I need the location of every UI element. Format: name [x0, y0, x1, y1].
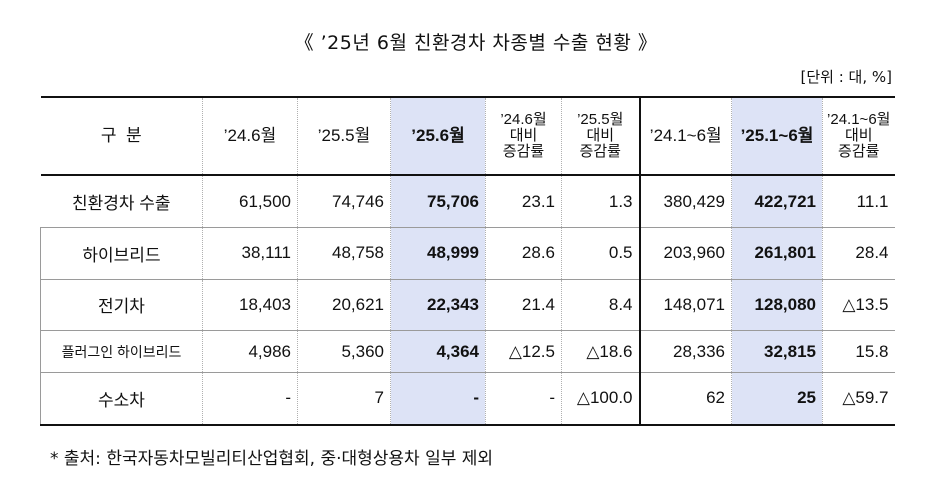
cell-value: 28.4	[822, 227, 895, 280]
cell-value: 32,815	[731, 330, 823, 373]
cell-value: 15.8	[822, 330, 895, 373]
cell-value: 1.3	[561, 174, 640, 229]
cell-value: 22,343	[390, 278, 486, 332]
cell-value: 11.1	[822, 174, 895, 229]
cell-value: 4,364	[390, 330, 486, 373]
table-row: 하이브리드 38,111 48,758 48,999 28.6 0.5 203,…	[40, 227, 895, 280]
cell-value: 21.4	[485, 278, 562, 332]
header-h1-2024: ’24.1~6월	[638, 96, 732, 176]
table-row: 플러그인 하이브리드 4,986 5,360 4,364 △12.5 △18.6…	[40, 330, 895, 373]
header-mom-change: ’25.5월 대비 증감률	[561, 96, 640, 176]
export-table: 구 분 ’24.6월 ’25.5월 ’25.6월 ’24.6월 대비 증감률 ’…	[40, 96, 895, 426]
cell-value: △59.7	[822, 371, 895, 426]
cell-value: 261,801	[731, 227, 823, 280]
cell-value: 380,429	[638, 174, 732, 229]
cell-value: △100.0	[561, 371, 640, 426]
cell-value: 75,706	[390, 174, 486, 229]
cell-value: 4,986	[202, 330, 298, 373]
header-h1-2025: ’25.1~6월	[731, 96, 823, 176]
cell-value: 28,336	[638, 330, 732, 373]
cell-value: -	[485, 371, 562, 426]
cell-value: △13.5	[822, 278, 895, 332]
row-label: 수소차	[40, 371, 203, 426]
header-jun-2024: ’24.6월	[202, 96, 298, 176]
unit-note: [단위 : 대, %]	[800, 68, 892, 86]
table-header-row: 구 분 ’24.6월 ’25.5월 ’25.6월 ’24.6월 대비 증감률 ’…	[40, 96, 895, 176]
cell-value: 0.5	[561, 227, 640, 280]
row-label: 전기차	[40, 278, 203, 332]
cell-value: △18.6	[561, 330, 640, 373]
row-label: 플러그인 하이브리드	[40, 330, 203, 373]
table-row: 전기차 18,403 20,621 22,343 21.4 8.4 148,07…	[40, 278, 895, 332]
table-row: 친환경차 수출 61,500 74,746 75,706 23.1 1.3 38…	[40, 174, 895, 229]
cell-value: 128,080	[731, 278, 823, 332]
cell-value: 61,500	[202, 174, 298, 229]
cell-value: △12.5	[485, 330, 562, 373]
cell-value: 25	[731, 371, 823, 426]
row-label: 하이브리드	[40, 227, 203, 280]
cell-value: 48,758	[297, 227, 391, 280]
cell-value: 422,721	[731, 174, 823, 229]
cell-value: 148,071	[638, 278, 732, 332]
cell-value: 28.6	[485, 227, 562, 280]
cell-value: 20,621	[297, 278, 391, 332]
cell-value: 18,403	[202, 278, 298, 332]
cell-value: 74,746	[297, 174, 391, 229]
header-yoy-change: ’24.6월 대비 증감률	[485, 96, 562, 176]
cell-value: -	[390, 371, 486, 426]
header-jun-2025: ’25.6월	[390, 96, 486, 176]
header-h1-change: ’24.1~6월 대비 증감률	[822, 96, 895, 176]
cell-value: 203,960	[638, 227, 732, 280]
cell-value: 62	[638, 371, 732, 426]
cell-value: 7	[297, 371, 391, 426]
cell-value: 5,360	[297, 330, 391, 373]
cell-value: 38,111	[202, 227, 298, 280]
header-category: 구 분	[40, 96, 203, 176]
header-may-2025: ’25.5월	[297, 96, 391, 176]
row-label: 친환경차 수출	[40, 174, 203, 229]
cell-value: 48,999	[390, 227, 486, 280]
report-title: 《 ’25년 6월 친환경차 차종별 수출 현황 》	[294, 32, 658, 54]
table-row: 수소차 - 7 - - △100.0 62 25 △59.7	[40, 371, 895, 426]
source-footnote: * 출처: 한국자동차모빌리티산업협회, 중·대형상용차 일부 제외	[50, 449, 494, 469]
cell-value: 8.4	[561, 278, 640, 332]
cell-value: -	[202, 371, 298, 426]
cell-value: 23.1	[485, 174, 562, 229]
